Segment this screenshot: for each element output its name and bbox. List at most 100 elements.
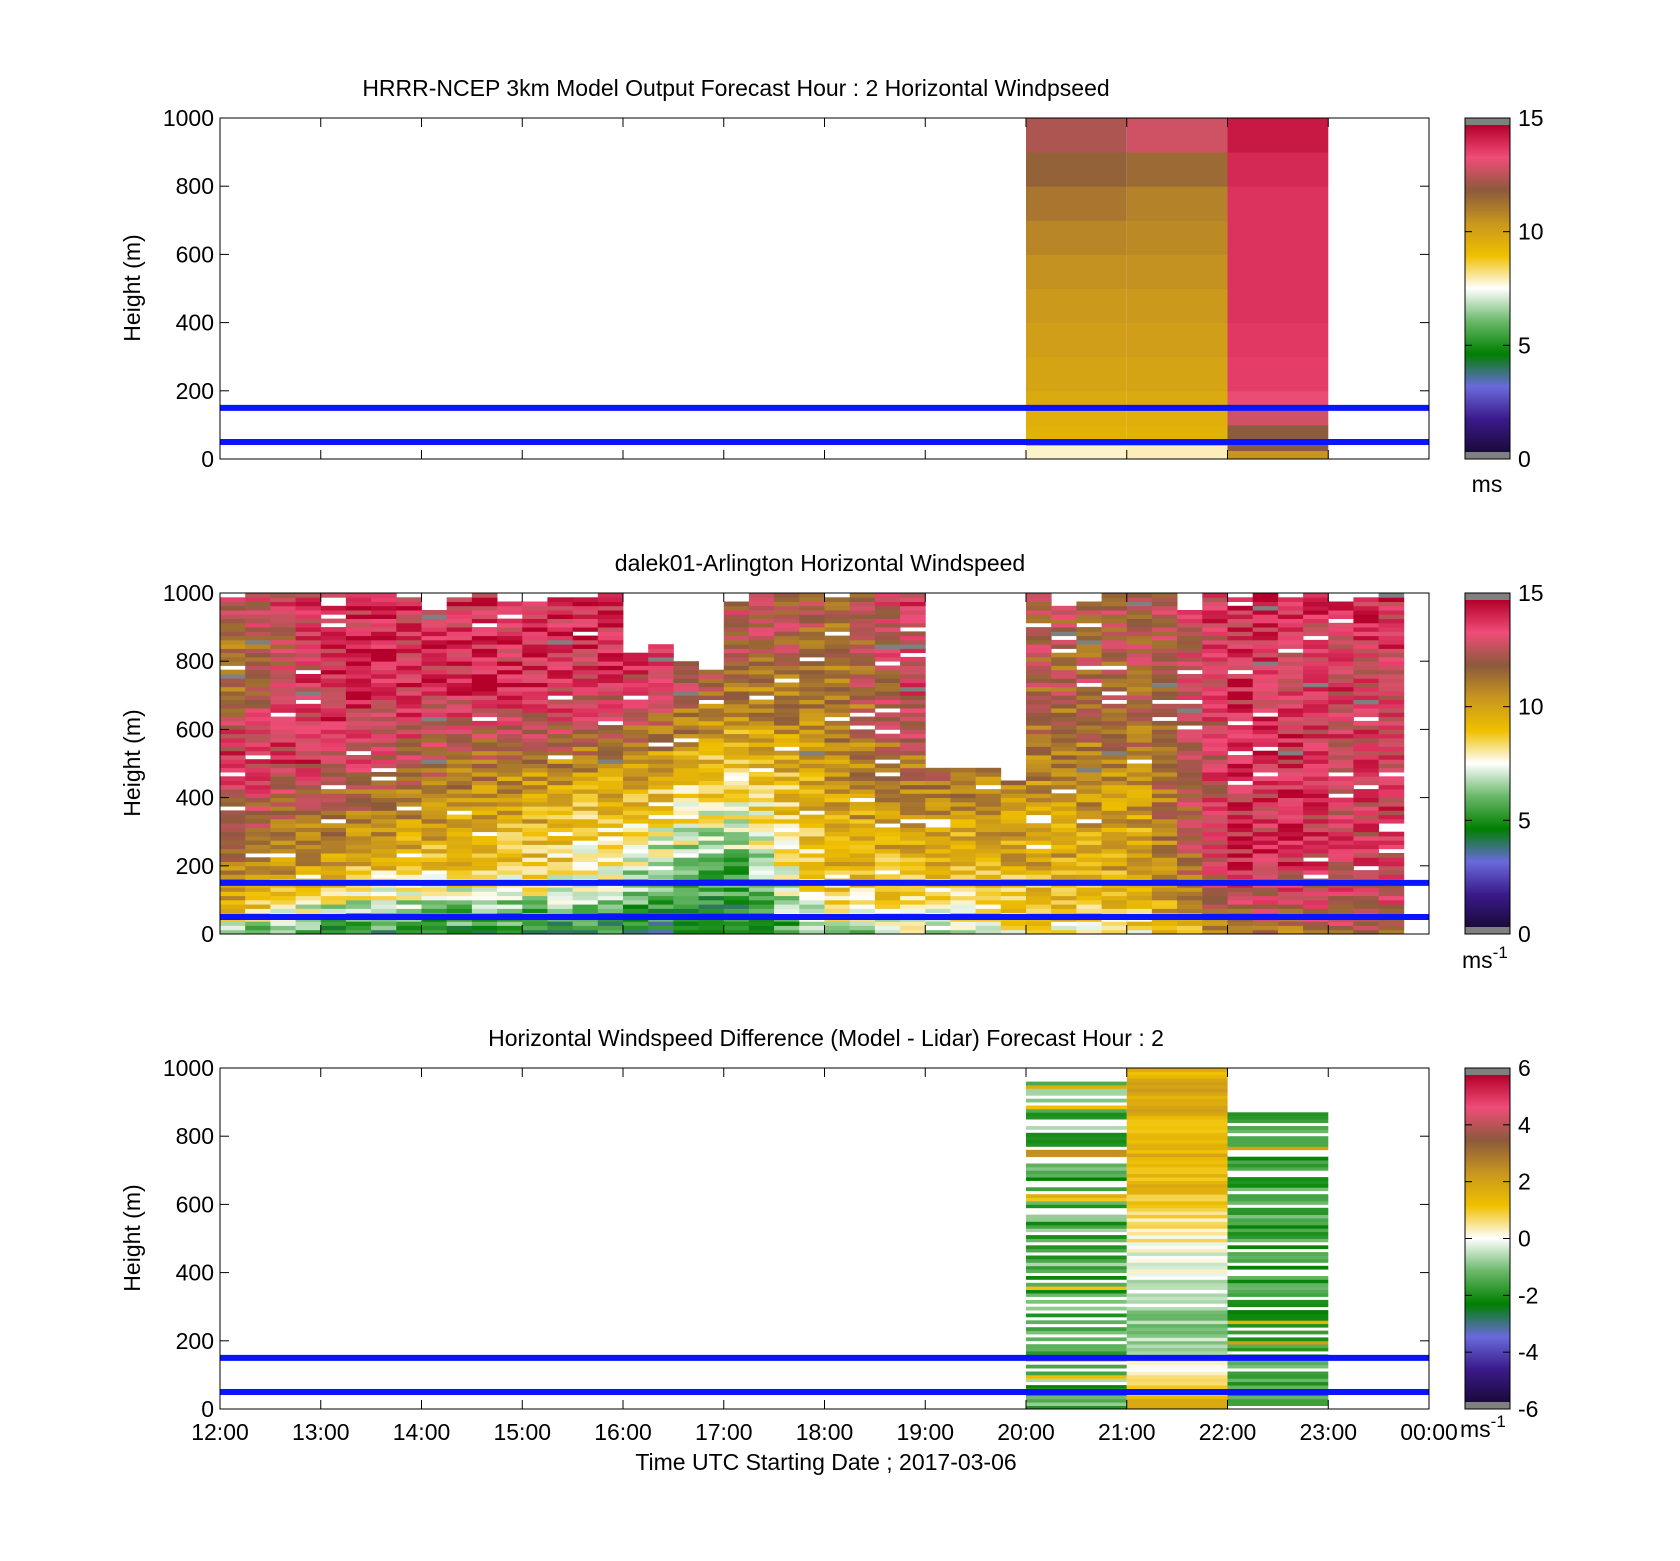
y-tick-label: 0 xyxy=(201,446,214,472)
difference-cell xyxy=(1126,1398,1228,1403)
lidar-cell xyxy=(874,669,901,675)
x-tick-label: 20:00 xyxy=(997,1419,1055,1445)
lidar-cell xyxy=(497,691,523,696)
lidar-cell xyxy=(748,750,775,756)
lidar-cell xyxy=(849,678,876,683)
lidar-cell xyxy=(1202,716,1228,722)
lidar-cell xyxy=(925,767,951,773)
lidar-cell xyxy=(824,695,851,700)
lidar-cell xyxy=(1227,678,1254,683)
lidar-cell xyxy=(547,742,573,747)
lidar-cell xyxy=(1303,780,1329,786)
lidar-cell xyxy=(975,810,1002,816)
lidar-cell xyxy=(723,814,750,820)
lidar-cell xyxy=(1252,656,1279,662)
difference-cell xyxy=(1126,1129,1228,1134)
difference-cell xyxy=(1227,1303,1329,1308)
lidar-cell xyxy=(799,631,825,637)
lidar-cell xyxy=(1252,665,1279,671)
lidar-cell xyxy=(1353,639,1379,645)
lidar-cell xyxy=(799,716,825,722)
lidar-cell xyxy=(371,797,397,803)
lidar-cell xyxy=(1378,737,1405,743)
lidar-cell xyxy=(673,908,699,914)
lidar-cell xyxy=(1026,801,1052,807)
lidar-cell xyxy=(824,686,851,692)
lidar-cell xyxy=(799,776,825,781)
lidar-cell xyxy=(522,639,548,645)
lidar-cell xyxy=(522,614,548,619)
lidar-cell xyxy=(975,870,1002,875)
lidar-cell xyxy=(1126,605,1153,611)
lidar-cell xyxy=(597,848,624,854)
lidar-cell xyxy=(874,656,901,662)
lidar-cell xyxy=(1126,665,1153,671)
lidar-cell xyxy=(597,674,624,679)
difference-cell xyxy=(1026,1201,1127,1205)
lidar-cell xyxy=(371,725,397,730)
lidar-cell xyxy=(471,814,498,820)
lidar-cell xyxy=(1353,691,1379,696)
lidar-cell xyxy=(799,818,825,824)
lidar-cell xyxy=(1227,904,1254,909)
lidar-cell xyxy=(623,729,649,735)
lidar-cell xyxy=(446,618,473,624)
lidar-cell xyxy=(1000,899,1027,905)
lidar-cell xyxy=(270,674,296,679)
lidar-cell xyxy=(446,614,473,619)
y-tick-label: 200 xyxy=(176,378,214,404)
lidar-cell xyxy=(572,767,599,773)
lidar-cell xyxy=(799,669,825,675)
lidar-cell xyxy=(471,874,498,879)
lidar-cell xyxy=(1277,635,1304,641)
lidar-cell xyxy=(245,797,271,803)
lidar-cell xyxy=(1151,665,1178,671)
lidar-cell xyxy=(748,678,775,683)
lidar-cell xyxy=(748,665,775,671)
lidar-cell xyxy=(874,899,901,905)
lidar-cell xyxy=(849,814,876,820)
lidar-cell xyxy=(1076,776,1102,781)
lidar-cell xyxy=(648,703,674,709)
lidar-cell xyxy=(320,750,347,756)
lidar-cell xyxy=(1076,844,1102,850)
lidar-cell xyxy=(774,720,800,726)
lidar-cell xyxy=(1277,780,1304,786)
lidar-cell xyxy=(1202,865,1228,871)
lidar-cell xyxy=(320,678,347,683)
lidar-cell xyxy=(220,686,246,692)
difference-cell xyxy=(1227,1126,1329,1130)
lidar-cell xyxy=(421,891,448,897)
lidar-cell xyxy=(421,622,448,628)
lidar-cell xyxy=(1076,733,1102,739)
lidar-cell xyxy=(497,827,523,833)
lidar-cell xyxy=(849,823,876,828)
lidar-cell xyxy=(522,899,548,905)
lidar-cell xyxy=(471,844,498,850)
lidar-cell xyxy=(245,712,271,718)
lidar-cell xyxy=(371,631,397,637)
difference-cell xyxy=(1227,1245,1329,1250)
lidar-cell xyxy=(471,887,498,892)
lidar-cell xyxy=(522,857,548,862)
lidar-cell xyxy=(623,921,649,926)
lidar-cell xyxy=(849,806,876,811)
lidar-cell xyxy=(623,814,649,820)
lidar-cell xyxy=(497,865,523,871)
lidar-cell xyxy=(799,772,825,777)
difference-cell xyxy=(1227,1344,1329,1348)
lidar-cell xyxy=(497,767,523,773)
lidar-cell xyxy=(874,925,901,931)
lidar-cell xyxy=(572,929,599,935)
lidar-cell xyxy=(748,593,775,598)
lidar-cell xyxy=(1151,891,1178,897)
lidar-cell xyxy=(623,708,649,713)
difference-cell xyxy=(1126,1259,1228,1263)
lidar-cell xyxy=(371,644,397,649)
lidar-cell xyxy=(1328,635,1354,641)
lidar-cell xyxy=(799,904,825,909)
lidar-cell xyxy=(824,703,851,709)
difference-cell xyxy=(1026,1327,1127,1331)
lidar-cell xyxy=(799,921,825,926)
lidar-cell xyxy=(396,801,422,807)
